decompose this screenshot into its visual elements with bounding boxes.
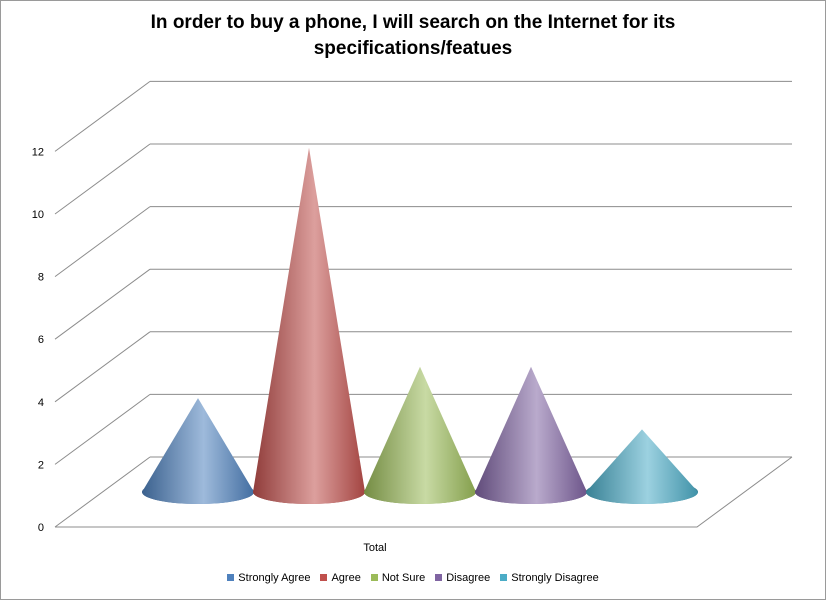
chart-title: In order to buy a phone, I will search o… — [0, 10, 826, 62]
y-tick-label: 0 — [38, 522, 44, 534]
side-gridline-4 — [54, 331, 151, 403]
y-tick-label: 4 — [38, 397, 44, 409]
cone-body — [253, 147, 365, 504]
cone-agree — [253, 147, 365, 504]
legend-label: Disagree — [446, 572, 491, 584]
x-axis-categories: Total — [363, 542, 386, 554]
legend-label: Strongly Disagree — [511, 572, 599, 584]
side-gridline-0 — [54, 456, 151, 528]
floor-edge — [55, 456, 793, 528]
side-gridline-12 — [54, 80, 151, 152]
legend-swatch — [320, 574, 328, 581]
legend-item: Agree — [320, 572, 361, 584]
legend-swatch — [370, 574, 378, 581]
legend-label: Not Sure — [381, 572, 426, 584]
legend-item: Not Sure — [370, 572, 426, 584]
cone-body — [586, 429, 698, 504]
cone-disagree — [475, 366, 587, 504]
y-tick-label: 10 — [32, 209, 44, 221]
legend-item: Disagree — [435, 572, 490, 584]
legend-swatch — [500, 574, 508, 581]
legend-label: Strongly Agree — [238, 572, 311, 584]
y-axis-ticks: 0 2 4 6 8 10 12 — [32, 146, 44, 534]
side-gridline-8 — [54, 206, 151, 278]
y-tick-label: 12 — [32, 146, 44, 158]
cones — [142, 147, 698, 504]
legend-swatch — [435, 574, 443, 581]
side-gridline-10 — [54, 143, 151, 215]
cone-strongly-disagree — [586, 429, 698, 504]
cone-body — [475, 366, 587, 504]
side-gridline-2 — [54, 393, 151, 465]
x-category-label: Total — [363, 542, 386, 554]
chart-title-line-1: In order to buy a phone, I will search o… — [150, 12, 676, 33]
cone-strongly-agree — [142, 398, 254, 504]
gridlines — [54, 80, 793, 528]
side-gridline-6 — [54, 268, 151, 340]
y-tick-label: 6 — [38, 334, 44, 346]
legend-swatch — [227, 574, 235, 581]
y-tick-label: 8 — [38, 272, 44, 284]
chart-title-line-2: specifications/featues — [313, 38, 513, 59]
legend: Strongly Agree Agree Not Sure Disagree Stron… — [0, 572, 826, 584]
legend-label: Agree — [331, 572, 361, 584]
y-tick-label: 2 — [38, 459, 44, 471]
cone-body — [142, 398, 254, 504]
legend-item: Strongly Agree — [227, 572, 310, 584]
cone-not-sure — [364, 366, 476, 504]
legend-item: Strongly Disagree — [500, 572, 599, 584]
cone-body — [364, 366, 476, 504]
